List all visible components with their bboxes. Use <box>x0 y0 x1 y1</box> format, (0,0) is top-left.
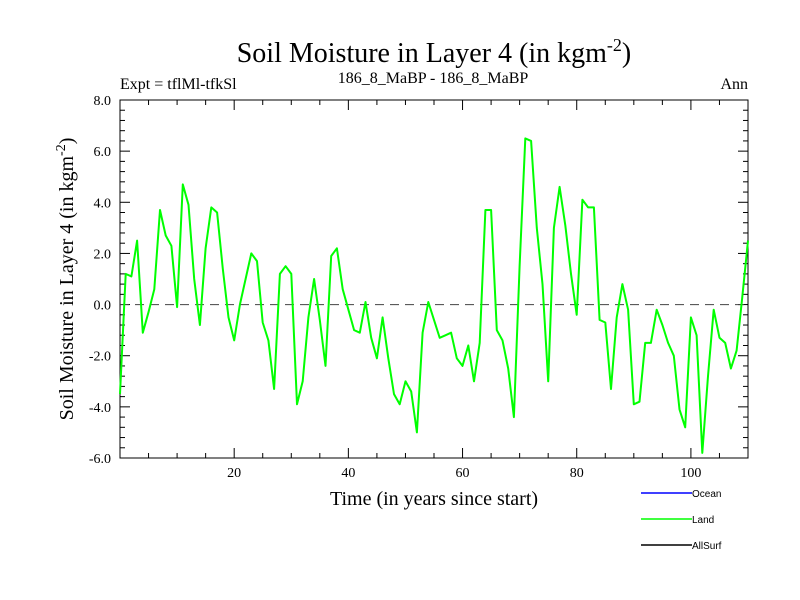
legend-label-allsurf: AllSurf <box>692 541 722 552</box>
axis-ticks <box>120 99 748 459</box>
y-tick-label: 2.0 <box>94 247 112 262</box>
y-tick-label: 0.0 <box>94 299 112 314</box>
subtitle-right: Ann <box>720 76 748 93</box>
chart-title-group: Soil Moisture in Layer 4 (in kgm-2) <box>237 35 632 69</box>
legend: Ocean Land AllSurf <box>641 489 722 552</box>
x-tick-label: 80 <box>570 466 584 481</box>
chart-title-superscript: -2 <box>607 35 622 55</box>
series-line-land <box>119 137 749 454</box>
x-tick-label: 40 <box>341 466 355 481</box>
subtitle-left: Expt = tflMl-tfkSl <box>120 76 237 93</box>
y-tick-labels: -6.0 -4.0 -2.0 0.0 2.0 4.0 6.0 8.0 <box>89 94 111 467</box>
y-tick-label: 4.0 <box>94 196 112 211</box>
svg-text:Soil Moisture in Layer 4 (in k: Soil Moisture in Layer 4 (in kgm-2) <box>237 35 632 69</box>
y-tick-label: -6.0 <box>89 452 111 467</box>
legend-label-ocean: Ocean <box>692 489 721 500</box>
x-tick-label: 60 <box>456 466 470 481</box>
legend-label-land: Land <box>692 515 714 526</box>
y-tick-label: -4.0 <box>89 401 111 416</box>
y-axis-label-superscript: -2 <box>54 144 69 156</box>
chart-title-close: ) <box>622 38 631 69</box>
y-tick-label: 8.0 <box>94 94 112 109</box>
y-axis-label: Soil Moisture in Layer 4 (in kgm-2) <box>54 138 78 421</box>
subtitle-center: 186_8_MaBP - 186_8_MaBP <box>338 70 529 87</box>
y-axis-label-close: ) <box>56 138 78 145</box>
y-tick-label: -2.0 <box>89 350 111 365</box>
x-tick-label: 20 <box>227 466 241 481</box>
x-tick-labels: 20 40 60 80 100 <box>227 466 701 481</box>
x-axis-label: Time (in years since start) <box>330 488 538 510</box>
x-tick-label: 100 <box>680 466 701 481</box>
plot-frame <box>119 99 749 459</box>
y-tick-label: 6.0 <box>94 145 112 160</box>
y-axis-label-main: Soil Moisture in Layer 4 (in kgm <box>56 156 78 421</box>
chart-title: Soil Moisture in Layer 4 (in kgm <box>237 38 607 69</box>
